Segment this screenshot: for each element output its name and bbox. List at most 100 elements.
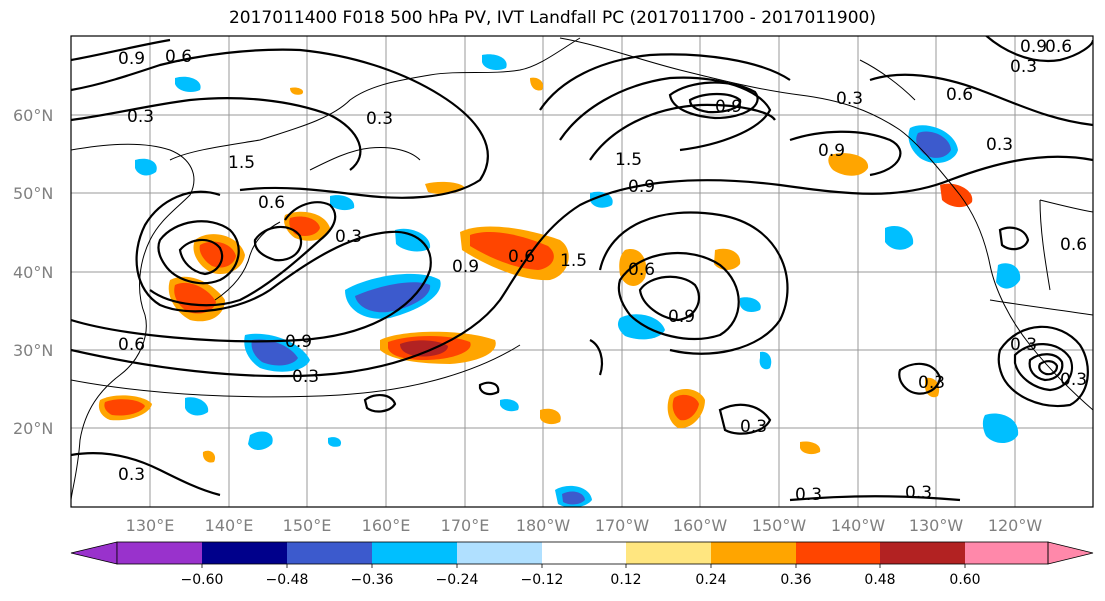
colorbar-segment	[880, 542, 965, 564]
colorbar-tick: −0.24	[436, 572, 479, 588]
negative-anomaly	[482, 54, 507, 70]
lon-tick: 130°E	[126, 516, 175, 535]
lon-tick: 180°W	[516, 516, 571, 535]
lon-tick: 140°E	[205, 516, 254, 535]
colorbar-tick: 0.12	[610, 572, 641, 588]
contour-label: 0.3	[292, 367, 319, 387]
lat-tick: 50°N	[13, 184, 53, 203]
negative-anomaly	[185, 397, 209, 416]
colorbar-tick: 0.24	[695, 572, 726, 588]
colorbar-segment	[965, 542, 1048, 564]
latitude-labels: 60°N 50°N 40°N 30°N 20°N	[13, 106, 53, 438]
contour-label: 0.9	[668, 307, 695, 327]
contour-label: 0.6	[508, 247, 535, 267]
contour-label: 0.6	[165, 47, 192, 67]
positive-anomaly	[199, 241, 236, 268]
map-frame	[70, 35, 1094, 508]
negative-anomaly	[500, 399, 519, 412]
contour-label: 0.9	[1020, 37, 1047, 57]
contour-label: 0.9	[452, 257, 479, 277]
negative-anomaly	[328, 437, 342, 447]
negative-anomaly	[330, 195, 355, 211]
contour-label: 0.9	[285, 332, 312, 352]
contour-label: 0.6	[628, 260, 655, 280]
positive-anomaly	[470, 232, 554, 270]
lon-tick: 170°W	[595, 516, 650, 535]
colorbar-tick: −0.48	[266, 572, 309, 588]
positive-anomaly	[530, 77, 544, 91]
negative-anomaly	[617, 314, 665, 340]
contour-label: 0.3	[118, 465, 145, 485]
colorbar-segment	[711, 542, 796, 564]
longitude-labels: 130°E 140°E 150°E 160°E 170°E 180°W 170°…	[126, 516, 1043, 535]
lon-tick: 160°E	[362, 516, 411, 535]
contour-label: 0.3	[795, 485, 822, 505]
lat-tick: 20°N	[13, 419, 53, 438]
contour-label: 0.9	[818, 141, 845, 161]
colorbar-tick: −0.60	[181, 572, 224, 588]
pv-contours-thin	[71, 344, 521, 398]
negative-anomaly	[395, 228, 431, 252]
negative-anomaly	[355, 282, 431, 313]
colorbar-extend-low	[70, 541, 118, 565]
lon-tick: 160°W	[673, 516, 728, 535]
contour-label-group: 0.9 0.6 0.3 0.3 1.5 0.6 0.3 0.9 0.3 0.9 …	[118, 37, 1087, 505]
colorbar-segment	[372, 542, 457, 564]
map-title: 2017011400 F018 500 hPa PV, IVT Landfall…	[228, 8, 876, 28]
positive-anomaly	[828, 153, 869, 176]
colorbar-segment	[542, 542, 626, 564]
contour-label: 0.3	[127, 107, 154, 127]
colorbar: −0.60 −0.48 −0.36 −0.24 −0.12 0.12 0.24 …	[70, 541, 1094, 588]
negative-anomaly	[885, 225, 914, 250]
negative-anomaly	[248, 431, 273, 450]
contour-label: 0.3	[905, 483, 932, 503]
negative-anomaly	[740, 297, 761, 313]
lon-tick: 170°E	[441, 516, 490, 535]
positive-anomaly	[290, 87, 304, 95]
negative-anomaly	[135, 158, 157, 176]
positive-anomaly	[400, 340, 448, 357]
negative-anomaly	[562, 491, 585, 505]
pv-contours	[71, 36, 1093, 502]
colorbar-segment	[202, 542, 287, 564]
negative-anomaly	[251, 339, 298, 366]
lat-tick: 40°N	[13, 263, 53, 282]
lon-tick: 130°W	[909, 516, 964, 535]
positive-anomaly	[800, 441, 821, 455]
lat-tick: 30°N	[13, 341, 53, 360]
positive-anomaly	[540, 408, 561, 425]
colorbar-tick: −0.36	[351, 572, 394, 588]
contour-label: 1.5	[615, 150, 642, 170]
negative-anomaly	[916, 131, 951, 158]
colorbar-tick: −0.12	[521, 572, 564, 588]
colorbar-tick: 0.48	[864, 572, 895, 588]
negative-anomaly	[996, 263, 1021, 289]
colorbar-tick: 0.60	[949, 572, 980, 588]
contour-label: 0.9	[715, 97, 742, 117]
lon-tick: 150°W	[752, 516, 807, 535]
colorbar-extend-high	[1047, 541, 1094, 565]
contour-label: 0.3	[986, 135, 1013, 155]
contour-label: 0.6	[118, 335, 145, 355]
contour-label: 0.3	[1060, 370, 1087, 390]
contour-label: 0.3	[740, 417, 767, 437]
colorbar-segment	[626, 542, 711, 564]
contour-label: 0.3	[836, 89, 863, 109]
lat-tick: 60°N	[13, 106, 53, 125]
contour-label: 0.6	[946, 85, 973, 105]
contour-label: 0.6	[1045, 37, 1072, 57]
contour-label: 0.6	[1060, 235, 1087, 255]
negative-anomaly	[590, 191, 613, 208]
lon-tick: 120°W	[988, 516, 1043, 535]
contour-label: 1.5	[228, 153, 255, 173]
positive-anomaly	[202, 450, 216, 463]
contour-label: 0.3	[1010, 335, 1037, 355]
colorbar-tick: 0.36	[780, 572, 811, 588]
negative-anomaly	[982, 413, 1019, 444]
lon-tick: 140°W	[831, 516, 886, 535]
contour-label: 0.3	[335, 227, 362, 247]
positive-anomaly	[672, 394, 699, 421]
colorbar-segment	[796, 542, 880, 564]
contour-label: 0.3	[918, 373, 945, 393]
